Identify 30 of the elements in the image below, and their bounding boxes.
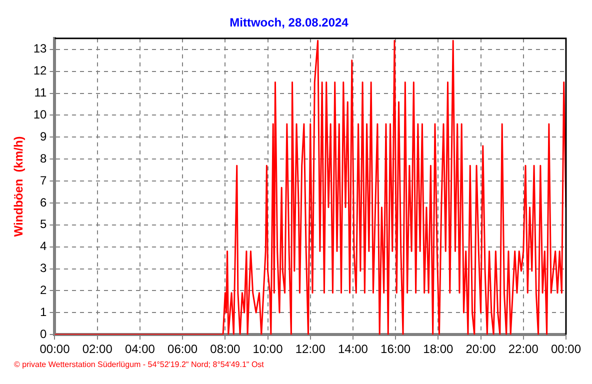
y-tick-label: 7 bbox=[40, 173, 48, 188]
x-tick-label: 04:00 bbox=[124, 342, 156, 356]
y-axis-title: Windböen (km/h) bbox=[12, 136, 26, 237]
y-tick-label: 0 bbox=[40, 326, 48, 341]
y-tick-label: 1 bbox=[40, 304, 48, 319]
x-tick-label: 08:00 bbox=[210, 342, 240, 356]
y-tick-label: 11 bbox=[34, 86, 48, 100]
x-tick-label: 02:00 bbox=[82, 342, 113, 356]
y-tick-label: 8 bbox=[40, 151, 48, 166]
x-tick-label: 06:00 bbox=[168, 342, 198, 356]
y-tick-label: 5 bbox=[40, 217, 48, 232]
y-tick-label: 10 bbox=[33, 108, 48, 122]
y-tick-label: 12 bbox=[33, 64, 48, 78]
x-tick-label: 20:00 bbox=[466, 342, 496, 356]
y-tick-label: 9 bbox=[40, 129, 48, 144]
x-tick-label: 10:00 bbox=[252, 342, 284, 356]
x-tick-label: 14:00 bbox=[338, 342, 368, 356]
x-tick-label: 22:00 bbox=[508, 342, 539, 356]
text: © private Wetterstation Süderlügum - 54°52'19.2" Nord; 8°54'49.1" Ost bbox=[13, 360, 265, 369]
y-tick-label: 6 bbox=[40, 195, 48, 210]
x-tick-label: 18:00 bbox=[423, 342, 454, 356]
y-tick-label: 13 bbox=[33, 42, 48, 56]
chart-title: Mittwoch, 28.08.2024 bbox=[230, 16, 349, 30]
y-tick-label: 4 bbox=[40, 239, 48, 254]
y-tick-label: 2 bbox=[40, 283, 48, 298]
x-tick-label: 00:00 bbox=[40, 342, 70, 356]
x-tick-label: 16:00 bbox=[380, 342, 411, 356]
x-tick-label: 12:00 bbox=[295, 342, 326, 356]
x-tick-label: 00:00 bbox=[550, 342, 582, 356]
y-tick-label: 3 bbox=[40, 261, 48, 276]
